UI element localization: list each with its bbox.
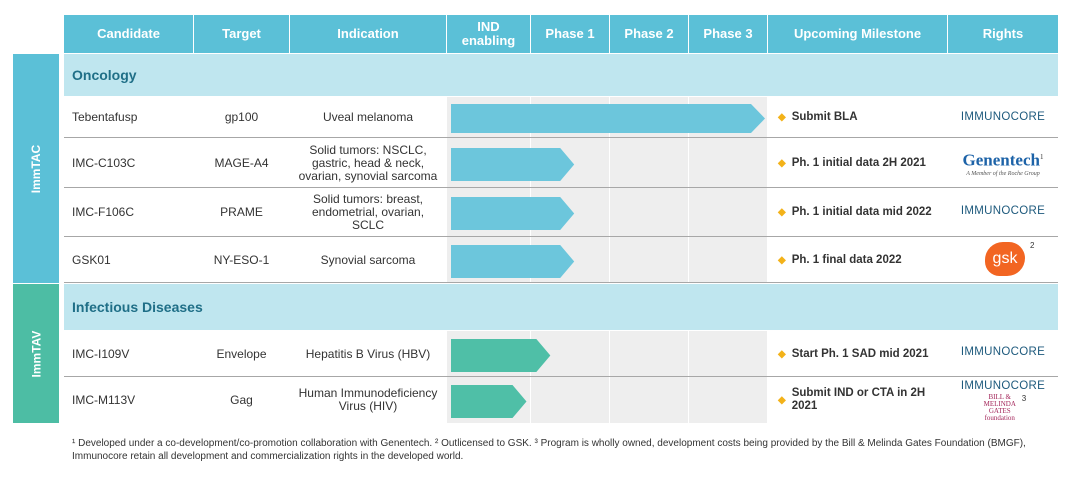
indication-text: Solid tumors: NSCLC, gastric, head & nec… [298, 142, 438, 183]
milestone: ◆ Ph. 1 final data 2022 [778, 253, 902, 266]
diamond-bullet-icon: ◆ [778, 157, 786, 169]
rights-logo-immunocore: IMMUNOCORE [960, 111, 1046, 123]
header-candidate: Candidate [64, 15, 193, 53]
table-row [64, 188, 1058, 237]
candidate-name: IMC-F106C [72, 205, 135, 219]
table-row [64, 331, 1058, 377]
progress-arrow-shape [451, 148, 575, 181]
diamond-bullet-icon: ◆ [778, 207, 786, 218]
progress-arrow-shape [451, 385, 527, 418]
rights-logo-immunocore: IMMUNOCORE [960, 345, 1046, 358]
header-upcoming-milestone: Upcoming Milestone [768, 15, 947, 53]
section-infectious-diseases: Infectious Diseases [64, 284, 1058, 330]
target-name: PRAME [220, 205, 263, 219]
progress-arrow [451, 103, 767, 134]
target-name: Gag [230, 392, 253, 407]
side-label-immtac: ImmTAC [13, 54, 59, 283]
table-row [64, 138, 1058, 188]
rights-logo-immunocore: IMMUNOCORE [960, 204, 1046, 217]
header-phase-1: Phase 1 [531, 15, 609, 53]
milestone: ◆ Ph. 1 initial data mid 2022 [778, 206, 932, 218]
side-label-immtav: ImmTAV [13, 284, 59, 423]
candidate-name: IMC-M113V [72, 392, 136, 407]
indication-text: Synovial sarcoma [320, 252, 416, 267]
diamond-bullet-icon: ◆ [778, 348, 786, 360]
target-name: MAGE-A4 [214, 155, 269, 170]
progress-arrow [451, 338, 552, 373]
indication-text: Hepatitis B Virus (HBV) [305, 346, 431, 361]
progress-arrow-shape [451, 339, 551, 372]
milestone: ◆ Start Ph. 1 SAD mid 2021 [778, 347, 929, 360]
progress-arrow [451, 147, 576, 182]
progress-arrow [451, 384, 529, 419]
section-oncology: Oncology [64, 54, 1058, 96]
rights-logo-genentech: Genentech1 A Member of the Roche Group [962, 150, 1044, 177]
progress-arrow-shape [451, 197, 575, 230]
indication-text: Uveal melanoma [322, 110, 414, 124]
candidate-name: IMC-C103C [72, 155, 136, 170]
table-row [64, 97, 1058, 138]
header-indication: Indication [290, 15, 446, 53]
milestone: ◆ Submit BLA [778, 111, 858, 123]
candidate-name: Tebentafusp [72, 110, 138, 124]
progress-arrow [451, 244, 576, 279]
milestone: ◆ Ph. 1 initial data 2H 2021 [778, 156, 926, 169]
progress-arrow-shape [451, 104, 765, 133]
diamond-bullet-icon: ◆ [778, 254, 786, 266]
milestone: ◆ Submit IND or CTA in 2H 2021 [778, 387, 926, 412]
header-target: Target [194, 15, 289, 53]
candidate-name: IMC-I109V [72, 346, 130, 361]
indication-text: Human Immunodeficiency Virus (HIV) [298, 386, 438, 413]
header-phase-3: Phase 3 [689, 15, 767, 53]
footnote-marker: 2 [1030, 241, 1035, 250]
rights-logo-immunocore-gates: IMMUNOCORE BILL & MELINDA GATES foundati… [960, 380, 1046, 422]
table-row [64, 237, 1058, 283]
target-name: gp100 [224, 110, 259, 124]
header-rights: Rights [948, 15, 1058, 53]
progress-arrow-shape [451, 245, 575, 278]
header-ind-enabling: IND enabling [447, 15, 530, 53]
target-name: Envelope [216, 346, 267, 361]
target-name: NY-ESO-1 [213, 252, 270, 267]
progress-arrow [451, 196, 576, 231]
rights-logo-gsk: gsk [985, 242, 1025, 278]
diamond-bullet-icon: ◆ [778, 112, 786, 123]
indication-text: Solid tumors: breast, endometrial, ovari… [311, 192, 425, 232]
footnote: ¹ Developed under a co-development/co-pr… [72, 438, 1026, 462]
gates-foundation-logo: BILL & MELINDA GATES foundation [983, 393, 1016, 422]
diamond-bullet-icon: ◆ [778, 394, 786, 406]
header-phase-2: Phase 2 [610, 15, 688, 53]
candidate-name: GSK01 [72, 252, 111, 267]
